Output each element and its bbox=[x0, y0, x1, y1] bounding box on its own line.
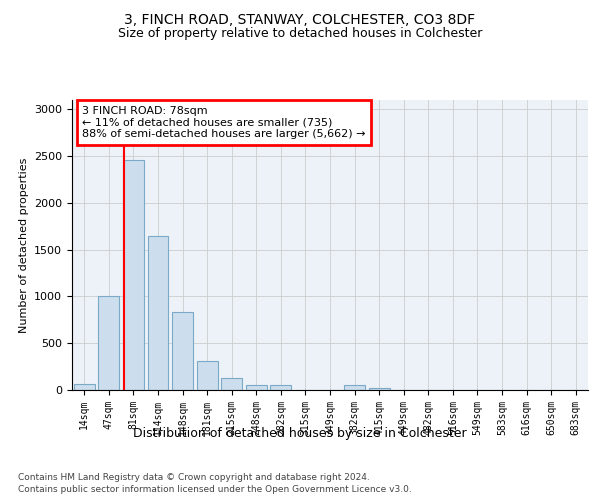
Bar bbox=[344, 386, 365, 390]
Text: 3, FINCH ROAD, STANWAY, COLCHESTER, CO3 8DF: 3, FINCH ROAD, STANWAY, COLCHESTER, CO3 … bbox=[124, 12, 476, 26]
Bar bbox=[368, 388, 389, 390]
Text: Size of property relative to detached houses in Colchester: Size of property relative to detached ho… bbox=[118, 28, 482, 40]
Text: 3 FINCH ROAD: 78sqm
← 11% of detached houses are smaller (735)
88% of semi-detac: 3 FINCH ROAD: 78sqm ← 11% of detached ho… bbox=[82, 106, 366, 139]
Text: Distribution of detached houses by size in Colchester: Distribution of detached houses by size … bbox=[133, 428, 467, 440]
Text: Contains HM Land Registry data © Crown copyright and database right 2024.: Contains HM Land Registry data © Crown c… bbox=[18, 472, 370, 482]
Bar bbox=[98, 296, 119, 390]
Bar bbox=[221, 378, 242, 390]
Bar bbox=[148, 236, 169, 390]
Y-axis label: Number of detached properties: Number of detached properties bbox=[19, 158, 29, 332]
Text: Contains public sector information licensed under the Open Government Licence v3: Contains public sector information licen… bbox=[18, 485, 412, 494]
Bar bbox=[172, 312, 193, 390]
Bar bbox=[123, 160, 144, 390]
Bar bbox=[74, 384, 95, 390]
Bar bbox=[246, 385, 267, 390]
Bar bbox=[271, 386, 292, 390]
Bar bbox=[197, 361, 218, 390]
